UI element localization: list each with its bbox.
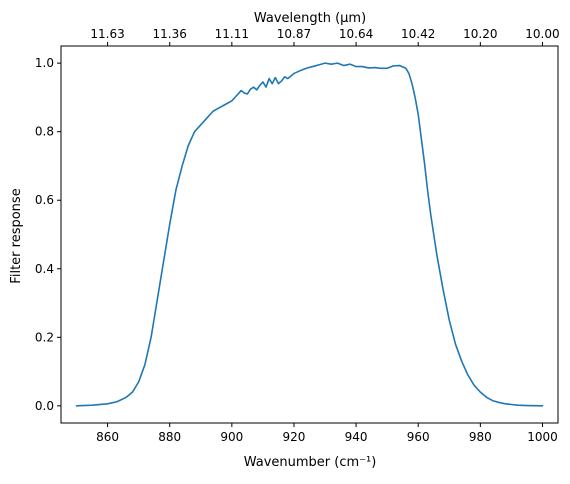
top-tick-label: 11.11 [215, 27, 249, 41]
x-tick-label: 860 [96, 430, 119, 444]
x-tick-label: 940 [345, 430, 368, 444]
y-tick-label: 1.0 [35, 56, 54, 70]
top-tick-label: 10.87 [277, 27, 311, 41]
top-tick-label: 11.63 [90, 27, 124, 41]
y-tick-label: 0.4 [35, 262, 54, 276]
y-tick-label: 0.6 [35, 193, 54, 207]
top-tick-label: 11.36 [153, 27, 187, 41]
x-tick-label: 900 [220, 430, 243, 444]
x-tick-label: 920 [283, 430, 306, 444]
y-axis-label: Filter response [9, 188, 24, 283]
series-line [75, 62, 544, 407]
top-tick-label: 10.42 [401, 27, 435, 41]
x-tick-label: 880 [158, 430, 181, 444]
top-axis-label: Wavelength (μm) [254, 11, 366, 26]
y-tick-label: 0.2 [35, 330, 54, 344]
y-tick-label: 0.0 [35, 399, 54, 413]
y-tick-label: 0.8 [35, 125, 54, 139]
x-tick-label: 960 [407, 430, 430, 444]
plot-frame [60, 45, 559, 424]
top-tick-label: 10.20 [463, 27, 497, 41]
x-tick-label: 1000 [527, 430, 558, 444]
top-tick-label: 10.64 [339, 27, 373, 41]
x-axis-label: Wavenumber (cm⁻¹) [244, 455, 377, 470]
top-tick-label: 10.00 [525, 27, 559, 41]
x-tick-label: 980 [469, 430, 492, 444]
